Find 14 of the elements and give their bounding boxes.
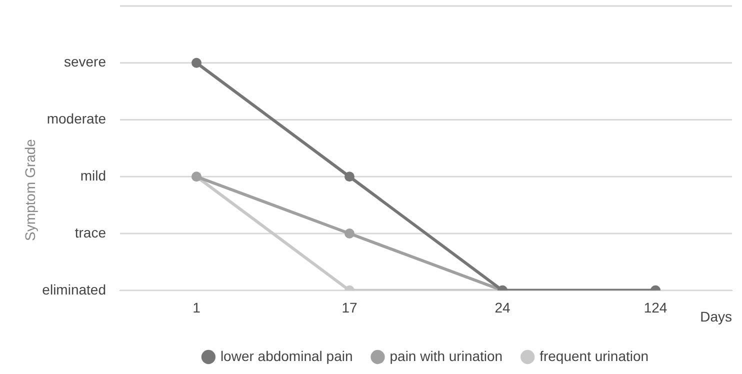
x-axis-title: Days (700, 308, 732, 324)
ref-line-label: severe (64, 54, 106, 70)
x-tick-label: 124 (644, 300, 668, 316)
ref-line-label: mild (80, 168, 106, 184)
legend-label: lower abdominal pain (220, 348, 353, 364)
ref-line-label: moderate (46, 110, 106, 127)
x-tick-label: 24 (494, 300, 510, 316)
ref-line-label: trace (74, 224, 106, 240)
x-tick-label: 17 (342, 300, 358, 316)
legend-label: pain with urination (390, 348, 503, 364)
text: Symptom Grade (22, 138, 39, 243)
ref-line-label: eliminated (42, 281, 106, 298)
legend-label: frequent urination (540, 348, 649, 364)
x-tick-label: 1 (192, 300, 201, 316)
